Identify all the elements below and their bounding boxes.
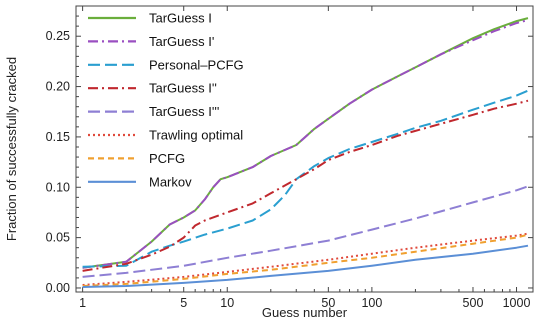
series-line-7 bbox=[82, 244, 529, 288]
y-tick-label: 0.20 bbox=[46, 80, 70, 94]
legend-label-3: TarGuess I'' bbox=[149, 81, 217, 96]
y-axis-title: Fraction of successfully cracked bbox=[4, 57, 19, 241]
legend-label-6: PCFG bbox=[149, 151, 185, 166]
series-lines bbox=[82, 17, 529, 288]
x-tick-label: 100 bbox=[361, 296, 382, 310]
x-tick-label: 50 bbox=[321, 296, 335, 310]
legend-label-1: TarGuess I' bbox=[149, 34, 214, 49]
series-line-5 bbox=[82, 232, 529, 286]
x-axis-title: Guess number bbox=[262, 305, 348, 320]
plot-frame bbox=[75, 5, 534, 293]
y-tick-label: 0.00 bbox=[46, 281, 70, 295]
axis-ticks bbox=[76, 6, 533, 292]
tick-labels: 0.00 0.05 0.10 0.15 0.20 0.25 1 5 10 50 100 500 1000 bbox=[46, 29, 531, 310]
y-tick-label: 0.10 bbox=[46, 180, 70, 194]
plot-area: 0.00 0.05 0.10 0.15 0.20 0.25 1 5 10 50 100 500 1000 bbox=[46, 5, 534, 310]
x-tick-label: 5 bbox=[180, 296, 187, 310]
x-tick-label: 1000 bbox=[503, 296, 531, 310]
legend-label-5: Trawling optimal bbox=[149, 128, 243, 143]
y-tick-label: 0.15 bbox=[46, 130, 70, 144]
x-tick-label: 1 bbox=[79, 296, 86, 310]
legend-label-7: Markov bbox=[149, 174, 192, 189]
series-line-2 bbox=[82, 89, 529, 268]
series-line-6 bbox=[82, 233, 529, 287]
legend: TarGuess I TarGuess I' Personal–PCFG TarGue… bbox=[88, 11, 244, 189]
x-tick-label: 10 bbox=[220, 296, 234, 310]
y-tick-label: 0.05 bbox=[46, 231, 70, 245]
series-line-0 bbox=[82, 17, 529, 269]
series-line-1 bbox=[82, 19, 529, 269]
series-line-4 bbox=[82, 185, 529, 278]
legend-label-0: TarGuess I bbox=[149, 11, 212, 26]
legend-label-4: TarGuess I''' bbox=[149, 104, 219, 119]
legend-label-2: Personal–PCFG bbox=[149, 57, 244, 72]
y-tick-label: 0.25 bbox=[46, 29, 70, 43]
series-line-3 bbox=[82, 99, 529, 272]
x-tick-label: 500 bbox=[463, 296, 484, 310]
